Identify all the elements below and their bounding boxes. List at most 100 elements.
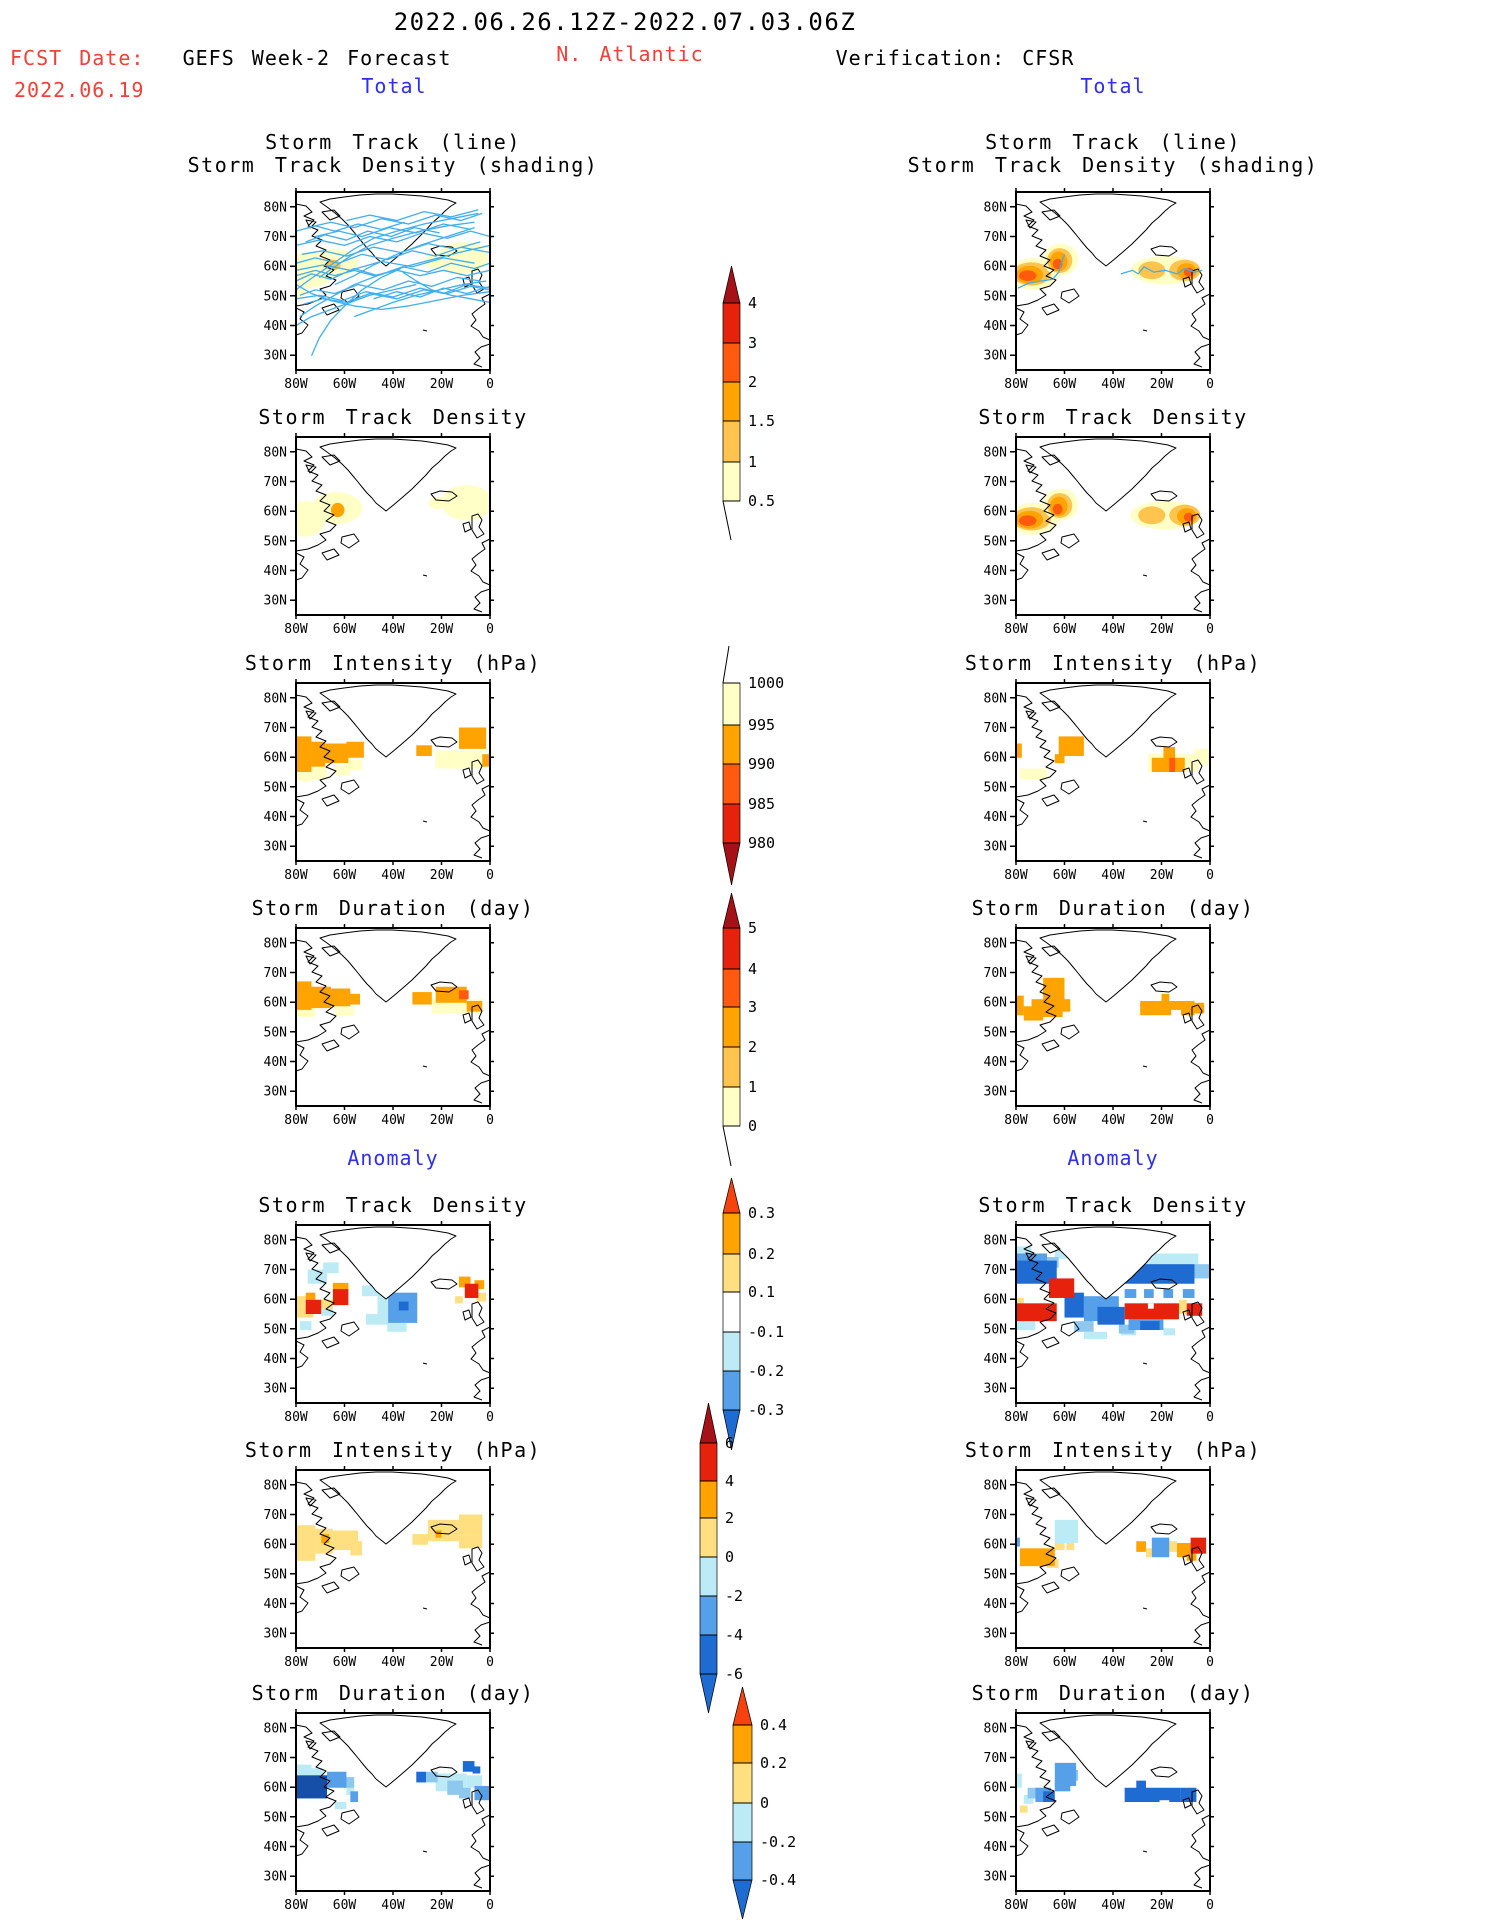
lon-tick-label: 60W (333, 377, 357, 392)
map-fcst-track-line: 80N 70N 60N 50N 40N 30N 80W 60W 40W 20W 0 (264, 188, 494, 392)
lat-tick-label: 80N (984, 1721, 1007, 1736)
colorbar-tick-label: -0.1 (748, 1323, 784, 1341)
lon-tick-label: 20W (1150, 622, 1174, 637)
lon-tick-label: 40W (381, 622, 405, 637)
lon-tick-label: 40W (1101, 1655, 1125, 1670)
lat-tick-label: 40N (264, 319, 287, 334)
lon-tick-label: 40W (1101, 377, 1125, 392)
panel-title: Storm Intensity (hPa) (244, 651, 542, 675)
panel-title: Storm Track Density (shading) (187, 153, 599, 177)
lat-tick-label: 50N (264, 534, 287, 549)
fcst-date-value: 2022.06.19 (14, 78, 145, 102)
lat-tick-label: 70N (984, 721, 1007, 736)
lon-tick-label: 60W (333, 1655, 357, 1670)
fcst-date-label: FCST Date: (10, 46, 145, 70)
lon-tick-label: 60W (333, 1113, 357, 1128)
lat-tick-label: 50N (984, 1810, 1007, 1825)
lon-tick-label: 80W (1004, 377, 1028, 392)
lon-tick-label: 80W (284, 622, 308, 637)
lat-tick-label: 60N (984, 996, 1007, 1011)
lon-tick-label: 60W (1053, 377, 1077, 392)
lat-tick-label: 70N (264, 1508, 287, 1523)
map-fcst-duration: 80N 70N 60N 50N 40N 30N 80W 60W 40W 20W 0 (264, 924, 494, 1128)
lat-tick-label: 60N (264, 505, 287, 520)
lat-tick-label: 50N (984, 1567, 1007, 1582)
panel-title: Storm Intensity (hPa) (964, 1438, 1262, 1462)
map-verif-anomaly-duration: 80N 70N 60N 50N 40N 30N 80W 60W 40W 20W 0 (984, 1709, 1214, 1913)
lon-tick-label: 60W (1053, 1655, 1077, 1670)
lon-tick-label: 20W (430, 377, 454, 392)
lat-tick-label: 50N (984, 780, 1007, 795)
lon-tick-label: 0 (486, 377, 494, 392)
lat-tick-label: 80N (264, 936, 287, 951)
lat-tick-label: 60N (984, 1293, 1007, 1308)
panel-title: Storm Track Density (shading) (907, 153, 1319, 177)
lat-tick-label: 60N (264, 1293, 287, 1308)
lon-tick-label: 80W (1004, 622, 1028, 637)
lon-tick-label: 20W (430, 1898, 454, 1913)
lon-tick-label: 80W (284, 377, 308, 392)
figure-title: 2022.06.26.12Z-2022.07.03.06Z (393, 8, 857, 36)
lat-tick-label: 50N (264, 780, 287, 795)
lat-tick-label: 70N (984, 1263, 1007, 1278)
colorbar-tick-label: 980 (748, 834, 775, 852)
section-anomaly-right: Anomaly (1067, 1146, 1159, 1170)
lon-tick-label: 0 (486, 1655, 494, 1670)
lat-tick-label: 60N (984, 751, 1007, 766)
panel-title: Storm Duration (day) (251, 896, 535, 920)
colorbar-tick-label: 0.4 (760, 1716, 787, 1734)
map-fcst-anomaly-intensity: 80N 70N 60N 50N 40N 30N 80W 60W 40W 20W 0 (264, 1466, 494, 1670)
lat-tick-label: 30N (984, 1085, 1007, 1100)
lon-tick-label: 60W (1053, 868, 1077, 883)
lat-tick-label: 60N (984, 1538, 1007, 1553)
lat-tick-label: 70N (984, 966, 1007, 981)
colorbar-tick-label: 5 (748, 919, 757, 937)
lon-tick-label: 60W (333, 1898, 357, 1913)
lat-tick-label: 40N (984, 1840, 1007, 1855)
lat-tick-label: 50N (264, 1322, 287, 1337)
lat-tick-label: 40N (984, 319, 1007, 334)
map-fcst-anomaly-track-density: 80N 70N 60N 50N 40N 30N 80W 60W 40W 20W 0 (264, 1221, 494, 1425)
lon-tick-label: 40W (381, 1113, 405, 1128)
lat-tick-label: 70N (264, 1751, 287, 1766)
lat-tick-label: 70N (264, 230, 287, 245)
lon-tick-label: 40W (381, 868, 405, 883)
lat-tick-label: 40N (264, 1597, 287, 1612)
lon-tick-label: 0 (1206, 622, 1214, 637)
colorbar-tick-label: 1 (748, 453, 757, 471)
colorbar-tick-label: 6 (725, 1434, 734, 1452)
lat-tick-label: 40N (264, 1352, 287, 1367)
lat-tick-label: 80N (264, 1233, 287, 1248)
lat-tick-label: 60N (264, 260, 287, 275)
lat-tick-label: 70N (264, 966, 287, 981)
colorbar-tick-label: 995 (748, 716, 775, 734)
lat-tick-label: 80N (264, 691, 287, 706)
colorbar-tick-label: 0.3 (748, 1204, 775, 1222)
lat-tick-label: 40N (984, 1352, 1007, 1367)
colorbar-tick-label: 3 (748, 334, 757, 352)
lat-tick-label: 80N (984, 200, 1007, 215)
lat-tick-label: 30N (984, 1382, 1007, 1397)
lat-tick-label: 30N (264, 349, 287, 364)
map-verif-anomaly-intensity: 80N 70N 60N 50N 40N 30N 80W 60W 40W 20W 0 (984, 1466, 1214, 1670)
lon-tick-label: 60W (1053, 1410, 1077, 1425)
map-verif-duration: 80N 70N 60N 50N 40N 30N 80W 60W 40W 20W 0 (984, 924, 1214, 1128)
lat-tick-label: 30N (264, 1085, 287, 1100)
colorbar-tick-label: 0.2 (760, 1754, 787, 1772)
colorbar-intensity: 1000 995 990 985 980 (722, 645, 784, 886)
map-verif-intensity: 80N 70N 60N 50N 40N 30N 80W 60W 40W 20W 0 (984, 679, 1214, 883)
lon-tick-label: 0 (486, 622, 494, 637)
lon-tick-label: 20W (430, 1113, 454, 1128)
lat-tick-label: 40N (264, 564, 287, 579)
lon-tick-label: 20W (1150, 1113, 1174, 1128)
lat-tick-label: 60N (264, 751, 287, 766)
lon-tick-label: 80W (1004, 1898, 1028, 1913)
lat-tick-label: 50N (264, 1810, 287, 1825)
lat-tick-label: 30N (264, 1870, 287, 1885)
colorbar-tick-label: 990 (748, 755, 775, 773)
colorbar-tick-label: 0.2 (748, 1245, 775, 1263)
map-verif-track-line: 80N 70N 60N 50N 40N 30N 80W 60W 40W 20W 0 (984, 188, 1214, 392)
lon-tick-label: 0 (486, 1410, 494, 1425)
colorbar-tick-label: -0.2 (748, 1362, 784, 1380)
colorbar-tick-label: 2 (725, 1509, 734, 1527)
